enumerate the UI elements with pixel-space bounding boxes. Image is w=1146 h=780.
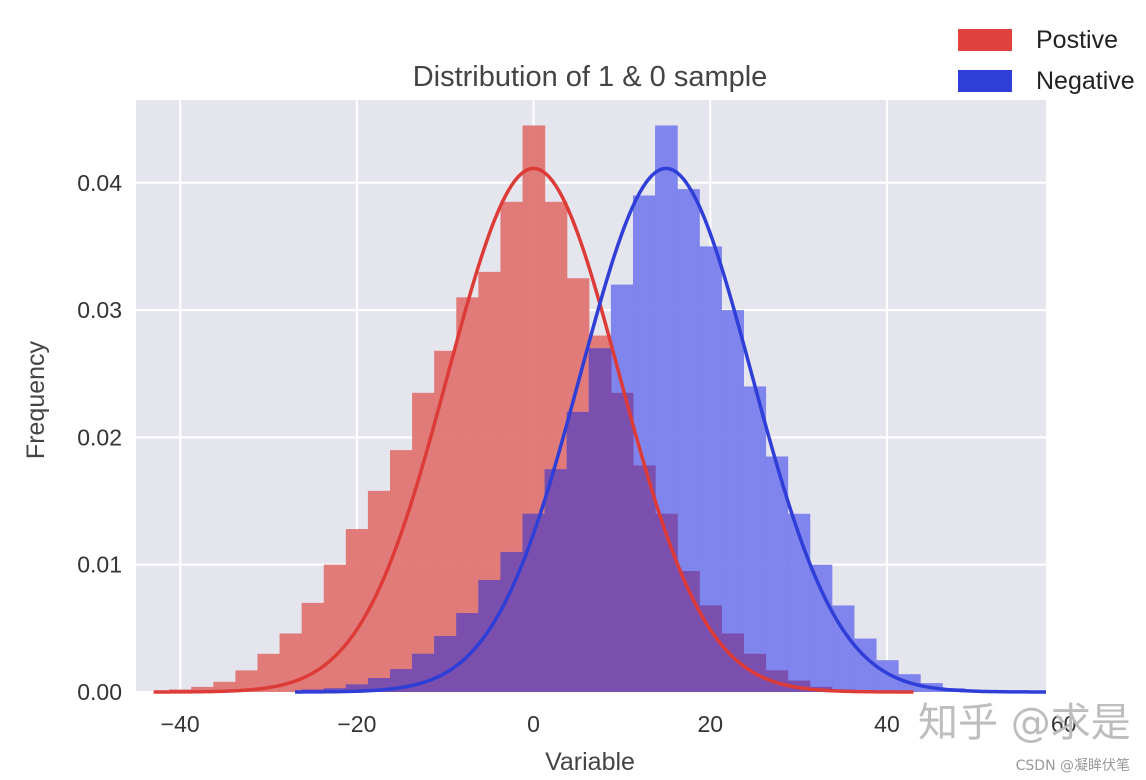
bar-negative-23 — [809, 564, 833, 692]
bar-overlap-9 — [500, 551, 524, 692]
bar-overlap-6 — [434, 635, 457, 692]
bar-negative-19 — [721, 310, 745, 692]
bar-postive-11 — [412, 392, 435, 692]
x-tick-label: 0 — [527, 711, 540, 737]
kde-curve-negative — [295, 166, 1046, 694]
x-tick-label: 40 — [874, 711, 900, 737]
bar-postive-8 — [345, 529, 369, 692]
x-tick-label: −40 — [161, 711, 200, 737]
x-tick-labels: −40 −20 0 20 40 60 — [161, 711, 1077, 737]
bar-overlap-7 — [456, 613, 479, 692]
bar-postive-3 — [235, 670, 259, 692]
bar-negative-18 — [699, 246, 722, 692]
legend-label-negative: Negative — [1036, 67, 1135, 95]
y-axis-title: Frequency — [22, 340, 50, 459]
bar-overlap-8 — [478, 579, 502, 692]
bar-overlap-19 — [721, 633, 745, 692]
density-curves — [153, 166, 1046, 694]
bar-postive-13 — [456, 297, 479, 692]
x-tick-label: −20 — [337, 711, 376, 737]
zhihu-watermark: 知乎 @求是 — [918, 700, 1131, 746]
bar-negative-17 — [677, 189, 700, 692]
x-tick-label: 20 — [697, 711, 723, 737]
x-axis-title: Variable — [545, 748, 635, 776]
bar-negative-21 — [765, 456, 789, 692]
legend-swatch-negative — [958, 70, 1012, 92]
x-tick-label: 60 — [1051, 711, 1077, 737]
bar-negative-22 — [787, 513, 811, 692]
bar-postive-5 — [279, 633, 303, 692]
y-tick-label: 0.03 — [77, 297, 122, 323]
bar-negative-24 — [831, 605, 855, 692]
bar-overlap-11 — [544, 469, 568, 692]
y-tick-label: 0.04 — [77, 170, 122, 196]
bar-postive-7 — [323, 564, 347, 692]
kde-curve-postive — [153, 166, 914, 694]
legend-swatch-postive — [958, 29, 1012, 51]
bar-overlap-13 — [588, 348, 612, 692]
bar-overlap-2 — [345, 684, 369, 692]
csdn-watermark: CSDN @凝眸伏笔 — [1016, 757, 1130, 774]
legend-label-postive: Postive — [1036, 26, 1118, 54]
bar-overlap-15 — [632, 465, 656, 692]
bar-overlap-14 — [610, 392, 634, 692]
bar-negative-20 — [743, 386, 767, 692]
y-tick-label: 0.01 — [77, 552, 122, 578]
bar-overlap-18 — [699, 605, 722, 692]
bar-postive-4 — [257, 653, 281, 692]
legend: Postive Negative — [958, 26, 1135, 95]
bar-overlap-12 — [566, 411, 590, 692]
bar-overlap-16 — [655, 513, 678, 692]
y-tick-label: 0.02 — [77, 424, 122, 450]
bar-postive-1 — [191, 686, 214, 692]
bar-overlap-10 — [522, 513, 546, 692]
y-tick-label: 0.00 — [77, 679, 122, 705]
y-tick-labels: 0.00 0.01 0.02 0.03 0.04 — [77, 170, 122, 705]
bar-postive-10 — [390, 450, 413, 692]
bar-postive-12 — [434, 350, 457, 692]
bar-postive-2 — [213, 681, 236, 692]
chart-title: Distribution of 1 & 0 sample — [413, 61, 768, 93]
